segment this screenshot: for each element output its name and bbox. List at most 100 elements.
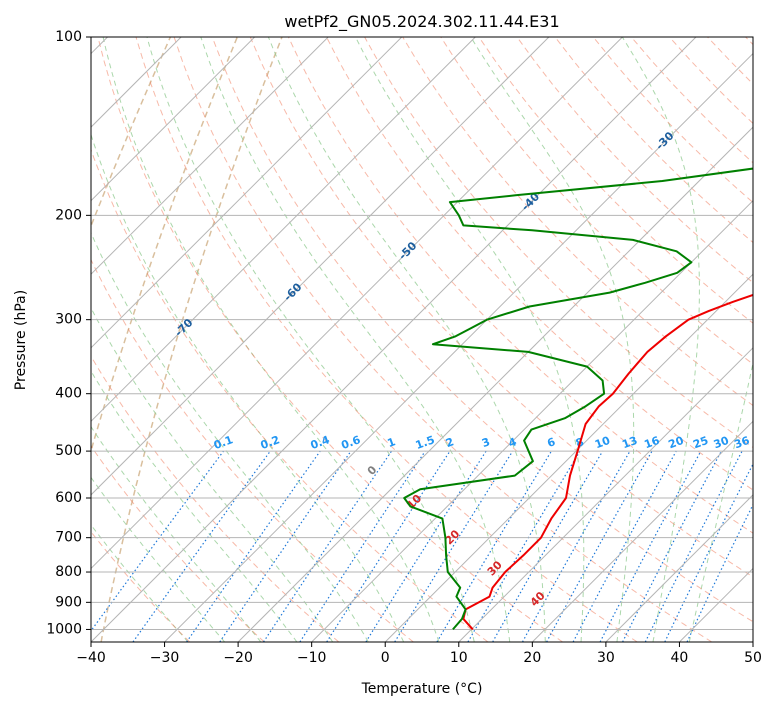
mixing-ratio-label: 13 — [620, 434, 639, 451]
dry-adiabat-label: -50 — [396, 239, 419, 262]
lcl-curve — [42, 37, 237, 642]
mixing-ratio-line — [573, 451, 676, 642]
dry-adiabat-label: 0 — [365, 463, 380, 478]
mixing-ratio-line — [600, 451, 701, 642]
mixing-ratio-label: 36 — [733, 434, 752, 452]
mixing-ratio-line — [665, 451, 760, 642]
y-axis-ticks: 1000 900 800 700 600 500 400 300 200 100 — [46, 29, 91, 637]
x-tick-label: 40 — [671, 650, 689, 666]
y-tick-label: 200 — [55, 207, 82, 223]
y-tick-label: 100 — [55, 29, 82, 45]
isotherm — [0, 37, 402, 642]
mixing-ratio-label: 2 — [444, 435, 456, 450]
dry-adiabat — [746, 37, 775, 642]
dry-adiabat — [708, 37, 775, 642]
dry-adiabat — [0, 37, 264, 642]
dry-adiabat — [441, 37, 775, 642]
isotherm — [459, 37, 775, 642]
x-axis-label: Temperature (°C) — [361, 681, 483, 697]
x-tick-label: 20 — [523, 650, 541, 666]
mixing-ratio-line — [547, 451, 652, 642]
mixing-ratio-label: 6 — [545, 435, 557, 450]
y-tick-label: 600 — [55, 490, 82, 506]
x-tick-label: −20 — [223, 650, 253, 666]
moist-adiabat — [103, 37, 439, 642]
mixing-ratio-label: 1.5 — [414, 433, 437, 452]
mixing-ratio-line — [220, 451, 351, 642]
isotherm — [238, 37, 775, 642]
dry-adiabat-label: -30 — [653, 129, 676, 152]
isobars — [91, 37, 753, 629]
dry-adiabat — [0, 37, 339, 642]
moist-adiabat — [35, 37, 369, 642]
mixing-ratio-line — [327, 451, 450, 642]
mixing-ratio-label: 25 — [691, 434, 710, 451]
x-tick-label: −40 — [76, 650, 106, 666]
moist-adiabat — [268, 37, 545, 642]
x-tick-label: 30 — [597, 650, 615, 666]
dry-adiabat — [669, 37, 775, 642]
y-axis-label: Pressure (hPa) — [13, 290, 29, 390]
dry-adiabat-label: -80 — [67, 347, 90, 370]
y-tick-label: 1000 — [46, 621, 82, 637]
mixing-ratio-line — [645, 451, 742, 642]
mixing-ratio-label: 16 — [642, 434, 661, 452]
dry-adiabat — [593, 37, 775, 642]
x-tick-label: 0 — [381, 650, 390, 666]
mixing-ratio-label: 10 — [593, 434, 612, 452]
lcl-curves — [0, 37, 282, 642]
isotherm — [312, 37, 775, 642]
plot-frame — [91, 37, 753, 642]
mixing-ratio-label: 1 — [386, 435, 398, 450]
y-tick-label: 900 — [55, 594, 82, 610]
mixing-ratio-line — [83, 451, 224, 642]
y-tick-label: 700 — [55, 530, 82, 546]
dry-adiabat — [517, 37, 775, 642]
mixing-ratio-line — [300, 451, 425, 642]
isotherm — [532, 37, 775, 642]
dry-adiabat — [555, 37, 775, 642]
y-tick-label: 300 — [55, 312, 82, 328]
x-tick-label: 10 — [450, 650, 468, 666]
x-tick-label: −30 — [150, 650, 180, 666]
mixing-ratio-label: 20 — [667, 434, 686, 452]
isotherms — [0, 37, 775, 642]
x-tick-label: 50 — [744, 650, 762, 666]
mixing-ratio-line — [687, 451, 775, 642]
moist-adiabat — [66, 37, 403, 642]
dry-adiabat — [60, 37, 488, 642]
isotherm — [165, 37, 770, 642]
chart-title: wetPf2_GN05.2024.302.11.44.E31 — [284, 12, 559, 32]
moist-adiabat — [7, 37, 333, 642]
mixing-ratio-label: 0.4 — [309, 433, 332, 452]
isotherm — [0, 37, 255, 642]
moist-adiabats — [0, 37, 775, 642]
y-tick-label: 500 — [55, 443, 82, 459]
mixing-ratio-label: 3 — [480, 435, 492, 450]
x-tick-label: −10 — [297, 650, 327, 666]
dry-adiabat — [22, 37, 414, 642]
x-axis-ticks: −40 −30 −20 −10 0 10 20 30 40 50 — [76, 642, 762, 666]
isotherm — [91, 37, 696, 642]
y-tick-label: 400 — [55, 386, 82, 402]
mixing-ratio-line — [437, 451, 552, 642]
moist-adiabat — [689, 37, 775, 642]
dry-adiabats — [0, 37, 775, 642]
mixing-ratio-label: 0.1 — [212, 433, 235, 452]
mixing-ratio-label: 0.2 — [259, 433, 282, 452]
mixing-ratio-label: 0.6 — [339, 433, 362, 452]
mixing-ratio-line — [366, 451, 486, 642]
dry-adiabat — [136, 37, 637, 642]
isotherm — [679, 37, 775, 642]
dry-adiabat-label: 40 — [528, 589, 548, 609]
isotherm — [17, 37, 622, 642]
plot-area: -100-90-80-70-60-50-40-30-20-10010203040… — [0, 37, 775, 642]
y-tick-label: 800 — [55, 564, 82, 580]
dry-adiabat-label: -60 — [281, 280, 304, 303]
temperature-profile — [463, 37, 775, 629]
moist-adiabat — [471, 37, 634, 642]
